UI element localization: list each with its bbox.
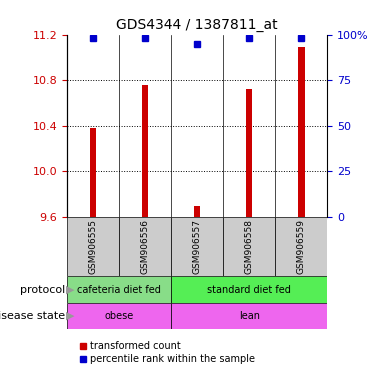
Text: obese: obese <box>105 311 134 321</box>
Bar <box>246 89 252 217</box>
Text: GSM906557: GSM906557 <box>193 219 202 274</box>
Text: cafeteria diet fed: cafeteria diet fed <box>77 285 161 295</box>
Bar <box>171 217 223 276</box>
Bar <box>67 276 171 303</box>
Bar <box>223 217 275 276</box>
Bar <box>171 276 327 303</box>
Text: ▶: ▶ <box>66 311 75 321</box>
Title: GDS4344 / 1387811_at: GDS4344 / 1387811_at <box>116 18 278 32</box>
Text: ▶: ▶ <box>66 285 75 295</box>
Text: GSM906559: GSM906559 <box>297 219 306 274</box>
Text: lean: lean <box>239 311 260 321</box>
Text: protocol: protocol <box>20 285 65 295</box>
Text: GSM906555: GSM906555 <box>88 219 98 274</box>
Bar <box>298 47 304 217</box>
Text: GSM906556: GSM906556 <box>141 219 150 274</box>
Text: GSM906558: GSM906558 <box>245 219 254 274</box>
Bar <box>90 128 96 217</box>
Bar <box>194 205 200 217</box>
Text: disease state: disease state <box>0 311 65 321</box>
Bar <box>171 303 327 329</box>
Legend: transformed count, percentile rank within the sample: transformed count, percentile rank withi… <box>76 337 259 368</box>
Bar <box>119 217 171 276</box>
Bar <box>67 217 119 276</box>
Bar <box>275 217 327 276</box>
Bar <box>142 85 148 217</box>
Bar <box>67 303 171 329</box>
Text: standard diet fed: standard diet fed <box>208 285 291 295</box>
